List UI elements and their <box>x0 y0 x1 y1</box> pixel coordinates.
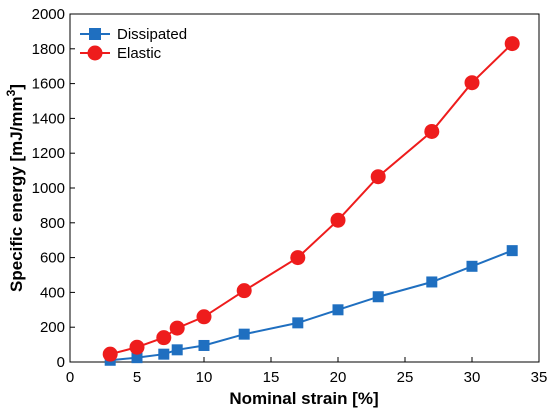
x-axis-title: Nominal strain [%] <box>229 389 378 408</box>
y-tick-label: 600 <box>40 250 65 267</box>
data-point-dissipated <box>171 344 183 356</box>
data-point-dissipated <box>131 352 143 364</box>
series-line-elastic <box>109 42 513 356</box>
data-point-elastic <box>129 339 145 355</box>
x-tick-label: 5 <box>133 369 141 386</box>
data-point-dissipated <box>332 304 344 316</box>
legend: Dissipated Elastic <box>80 26 187 62</box>
data-point-dissipated <box>158 348 170 360</box>
data-point-elastic <box>290 250 306 266</box>
x-axis: 0 5 10 15 20 25 30 35 <box>66 357 548 386</box>
data-point-dissipated <box>238 328 250 340</box>
data-point-dissipated <box>506 245 518 257</box>
data-point-elastic <box>169 320 185 336</box>
legend-entry-dissipated: Dissipated <box>80 26 187 43</box>
y-tick-label: 200 <box>40 319 65 336</box>
x-tick-label: 35 <box>531 369 548 386</box>
y-tick-label: 1400 <box>32 110 65 127</box>
x-tick-label: 10 <box>196 369 213 386</box>
legend-label-elastic: Elastic <box>117 45 162 62</box>
series-layer <box>102 36 520 366</box>
data-point-elastic <box>156 330 172 346</box>
x-tick-label: 15 <box>263 369 280 386</box>
y-tick-label: 400 <box>40 284 65 301</box>
data-point-elastic <box>464 75 480 91</box>
y-tick-label: 800 <box>40 215 65 232</box>
legend-marker-elastic <box>87 45 103 61</box>
data-point-dissipated <box>292 317 304 329</box>
y-tick-label: 1200 <box>32 145 65 162</box>
x-tick-label: 20 <box>330 369 347 386</box>
data-point-elastic <box>330 212 346 228</box>
x-tick-label: 25 <box>397 369 414 386</box>
data-point-dissipated <box>466 260 478 272</box>
data-point-dissipated <box>198 339 210 351</box>
x-tick-label: 0 <box>66 369 74 386</box>
legend-label-dissipated: Dissipated <box>117 26 187 43</box>
y-tick-label: 1000 <box>32 180 65 197</box>
data-point-elastic <box>424 123 440 139</box>
data-point-elastic <box>102 346 118 362</box>
series-line-dissipated <box>110 249 513 362</box>
y-tick-label: 2000 <box>32 6 65 23</box>
y-axis-title: Specific energy [mJ/mm3] <box>4 84 26 292</box>
data-point-elastic <box>370 169 386 185</box>
x-tick-label: 30 <box>464 369 481 386</box>
legend-entry-elastic: Elastic <box>80 45 162 62</box>
data-point-elastic <box>196 309 212 325</box>
data-point-dissipated <box>372 291 384 303</box>
legend-marker-dissipated <box>89 28 101 40</box>
y-tick-label: 1600 <box>32 76 65 93</box>
data-point-elastic <box>504 36 520 52</box>
data-point-dissipated <box>426 276 438 288</box>
y-tick-label: 1800 <box>32 41 65 58</box>
y-axis: 0 200 400 600 800 1000 1200 1400 1600 1800 2000 <box>32 6 75 371</box>
data-point-elastic <box>236 283 252 299</box>
y-tick-label: 0 <box>57 354 65 371</box>
plot-area-frame <box>69 13 540 363</box>
